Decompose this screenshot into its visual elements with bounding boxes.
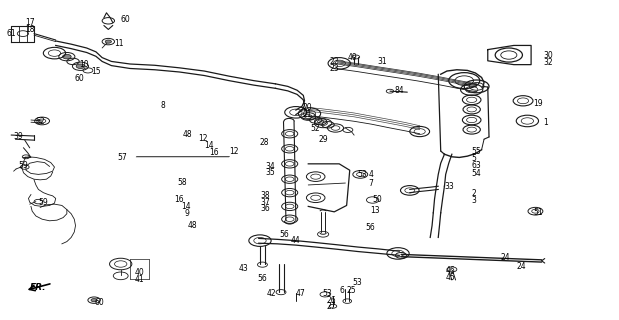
Text: 61: 61 — [6, 29, 16, 38]
Text: 27: 27 — [327, 302, 337, 311]
Text: 60: 60 — [94, 298, 104, 307]
Text: 10: 10 — [79, 60, 89, 68]
Text: 16: 16 — [175, 195, 184, 204]
Text: FR.: FR. — [30, 283, 46, 292]
Text: 29: 29 — [319, 135, 329, 144]
Text: 8: 8 — [161, 101, 166, 110]
Text: 59: 59 — [38, 198, 48, 207]
Text: 63: 63 — [472, 161, 482, 170]
Text: 56: 56 — [280, 230, 290, 239]
Text: 5: 5 — [472, 154, 477, 163]
Text: 60: 60 — [74, 74, 84, 83]
Text: 53: 53 — [322, 289, 332, 298]
Circle shape — [76, 64, 85, 68]
Text: 23: 23 — [329, 64, 339, 73]
Text: 28: 28 — [260, 138, 269, 147]
Text: 16: 16 — [209, 148, 219, 157]
Text: 6: 6 — [339, 286, 344, 295]
Text: 34: 34 — [265, 162, 275, 171]
Circle shape — [63, 54, 71, 59]
Text: 38: 38 — [260, 191, 270, 200]
Text: 12: 12 — [229, 147, 238, 156]
Text: 59: 59 — [19, 161, 28, 170]
Text: 30: 30 — [543, 51, 553, 60]
Text: 31: 31 — [378, 57, 387, 66]
Text: 48: 48 — [188, 221, 197, 230]
Circle shape — [91, 299, 97, 302]
Text: 47: 47 — [296, 289, 306, 298]
Text: 53: 53 — [353, 278, 363, 287]
Text: 45: 45 — [446, 273, 456, 282]
Text: 39: 39 — [14, 132, 24, 141]
Text: 48: 48 — [183, 130, 193, 139]
Text: 58: 58 — [177, 178, 187, 187]
Text: 54: 54 — [472, 169, 482, 178]
Text: 4: 4 — [368, 170, 373, 179]
Text: 50: 50 — [373, 195, 383, 204]
Text: 33: 33 — [444, 182, 454, 191]
Text: 56: 56 — [257, 274, 267, 283]
Text: 57: 57 — [118, 153, 128, 162]
Text: 51: 51 — [534, 208, 543, 217]
Text: 17: 17 — [25, 18, 35, 27]
Text: 32: 32 — [543, 58, 553, 67]
Text: 26: 26 — [327, 296, 337, 305]
Text: 2: 2 — [472, 189, 477, 198]
Text: 12: 12 — [198, 134, 207, 143]
Text: 14: 14 — [181, 202, 191, 211]
Text: 9: 9 — [184, 209, 189, 218]
Text: 37: 37 — [260, 198, 270, 207]
Text: 46: 46 — [446, 266, 456, 275]
Text: 25: 25 — [347, 286, 357, 295]
Text: 1: 1 — [543, 118, 548, 127]
Text: 40: 40 — [135, 268, 145, 277]
Text: 19: 19 — [534, 99, 543, 108]
Text: 41: 41 — [135, 275, 145, 284]
Text: 13: 13 — [370, 206, 380, 215]
Text: 43: 43 — [238, 264, 248, 273]
Text: 24: 24 — [500, 253, 510, 262]
Text: 3: 3 — [472, 196, 477, 205]
Text: 56: 56 — [365, 223, 375, 232]
Circle shape — [105, 40, 111, 43]
Text: 20: 20 — [302, 103, 312, 112]
Text: 49: 49 — [348, 53, 358, 62]
Text: 55: 55 — [472, 147, 482, 156]
Text: 52: 52 — [311, 124, 321, 133]
Text: 22: 22 — [329, 57, 339, 66]
Text: 42: 42 — [266, 289, 276, 298]
Text: 62: 62 — [36, 117, 46, 126]
Text: 24: 24 — [517, 262, 527, 271]
Text: 14: 14 — [204, 141, 214, 150]
Text: 53: 53 — [358, 170, 368, 179]
Text: 21: 21 — [302, 110, 311, 119]
Text: 15: 15 — [92, 67, 102, 76]
Text: 7: 7 — [368, 179, 373, 188]
Text: 44: 44 — [291, 236, 301, 245]
Text: 35: 35 — [265, 168, 275, 177]
Text: 84: 84 — [395, 86, 405, 95]
Text: 60: 60 — [121, 15, 131, 24]
Text: 36: 36 — [260, 204, 270, 213]
Text: 18: 18 — [25, 25, 34, 34]
Text: 11: 11 — [115, 39, 124, 48]
